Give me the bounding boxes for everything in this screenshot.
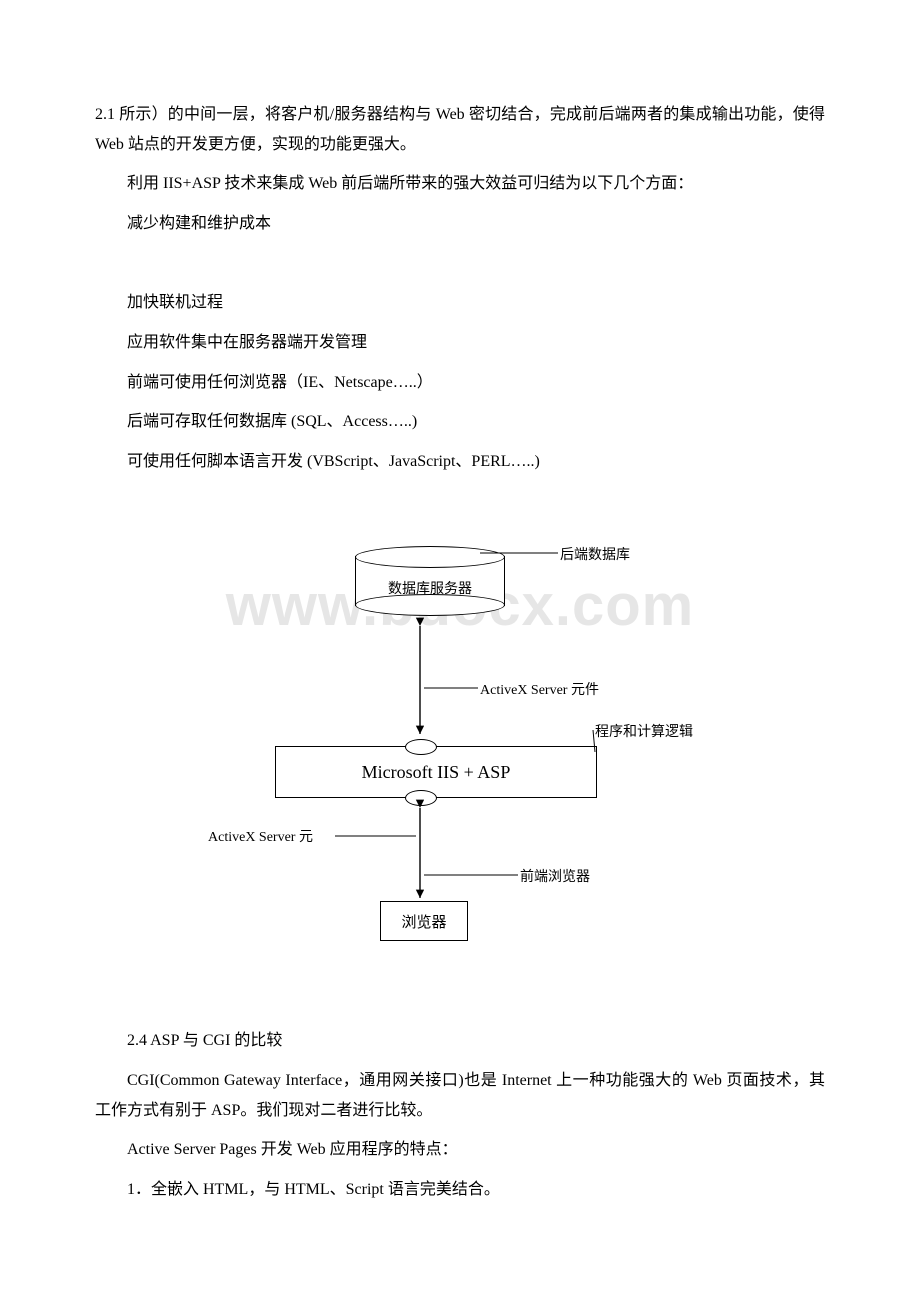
paragraph: 利用 IIS+ASP 技术来集成 Web 前后端所带来的强大效益可归结为以下几个… [95, 169, 825, 199]
paragraph: Active Server Pages 开发 Web 应用程序的特点： [95, 1135, 825, 1165]
architecture-diagram: www.bdocx.com 数据库服务器 后端数据库 ActiveX Serve… [180, 526, 740, 976]
paragraph: 1．全嵌入 HTML，与 HTML、Script 语言完美结合。 [95, 1175, 825, 1205]
diagram-layer: 数据库服务器 后端数据库 ActiveX Server 元件 程序和计算逻辑 M… [180, 526, 740, 976]
paragraph: 前端可使用任何浏览器（IE、Netscape…..） [95, 368, 825, 398]
paragraph: 可使用任何脚本语言开发 (VBScript、JavaScript、PERL…..… [95, 447, 825, 477]
paragraph: 2.1 所示）的中间一层，将客户机/服务器结构与 Web 密切结合，完成前后端两… [95, 100, 825, 159]
paragraph: 应用软件集中在服务器端开发管理 [95, 328, 825, 358]
paragraph: 加快联机过程 [95, 288, 825, 318]
section-heading: 2.4 ASP 与 CGI 的比较 [95, 1026, 825, 1056]
paragraph: 后端可存取任何数据库 (SQL、Access…..) [95, 407, 825, 437]
paragraph: 减少构建和维护成本 [95, 209, 825, 239]
spacer [95, 248, 825, 288]
paragraph: CGI(Common Gateway Interface，通用网关接口)也是 I… [95, 1066, 825, 1125]
document-page: 2.1 所示）的中间一层，将客户机/服务器结构与 Web 密切结合，完成前后端两… [0, 0, 920, 1274]
database-label: 数据库服务器 [355, 578, 505, 598]
